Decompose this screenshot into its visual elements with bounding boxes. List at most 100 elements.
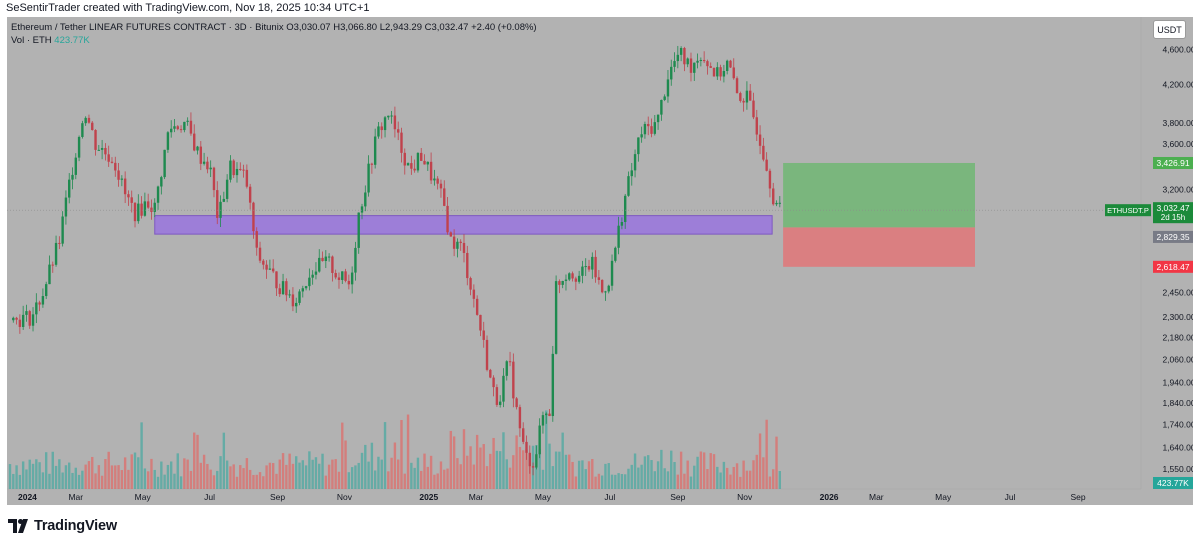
volume-bar (225, 460, 229, 489)
candle-body (350, 272, 354, 285)
candle-body (137, 203, 140, 222)
candle-body (271, 268, 275, 272)
volume-bar (51, 451, 54, 489)
support-zone (154, 215, 773, 235)
volume-bar (558, 451, 561, 489)
volume-bar (676, 474, 680, 489)
candle-body (498, 401, 502, 405)
volume-bar (643, 456, 647, 489)
volume-bar (350, 467, 354, 489)
candle-body (574, 278, 578, 282)
candle-body (337, 277, 341, 280)
volume-bar (8, 464, 12, 489)
candle-body (643, 123, 647, 135)
currency-button[interactable]: USDT (1153, 20, 1186, 39)
volume-bar (268, 462, 272, 489)
candle-body (160, 177, 163, 187)
candle-body (719, 67, 722, 77)
volume-bar (285, 464, 288, 489)
tradingview-logo-icon (8, 519, 28, 533)
volume-bar (482, 444, 485, 489)
candle-body (482, 330, 485, 340)
volume-bar (222, 432, 226, 489)
volume-bar (623, 474, 627, 489)
legend-ohlc-line: Ethereum / Tether LINEAR FUTURES CONTRAC… (11, 21, 537, 34)
candle-body (673, 61, 676, 67)
candle-body (735, 78, 739, 94)
legend-vol-label: Vol · ETH (11, 35, 52, 46)
candle-body (248, 186, 252, 203)
candle-body (170, 128, 173, 133)
volume-bar (426, 466, 430, 489)
candle-body (321, 257, 324, 262)
volume-bar (87, 461, 91, 489)
volume-bar (133, 452, 137, 489)
volume-bar (150, 458, 153, 489)
candle-body (156, 186, 160, 203)
candle-body (436, 178, 439, 184)
candle-body (413, 168, 416, 171)
candle-body (189, 120, 193, 134)
tradingview-logo[interactable]: TradingView (8, 516, 117, 536)
volume-bar (202, 454, 206, 489)
volume-bar (722, 461, 726, 489)
volume-bar (403, 473, 406, 489)
volume-bar (462, 429, 466, 489)
candle-body (380, 126, 383, 131)
volume-bar (571, 461, 574, 489)
volume-bar (94, 473, 97, 489)
volume-bar (475, 434, 479, 489)
volume-bar (647, 455, 650, 489)
volume-bar (396, 459, 400, 489)
volume-bar (387, 471, 390, 489)
volume-bar (84, 464, 87, 489)
volume-bar (245, 458, 249, 489)
legend-close: C3,032.47 (424, 22, 469, 33)
candle-body (535, 454, 538, 468)
volume-bar (68, 462, 71, 489)
volume-bar (604, 463, 607, 489)
candle-body (176, 126, 179, 130)
candle-body (512, 361, 515, 399)
candle-body (120, 178, 124, 180)
candle-body (324, 256, 328, 262)
volume-bar (97, 465, 101, 489)
volume-bar (637, 467, 640, 489)
volume-bar (673, 462, 676, 489)
candle-body (262, 260, 265, 265)
volume-bar (357, 462, 360, 489)
volume-bar (716, 466, 719, 489)
candle-body (117, 170, 120, 180)
candle-body (630, 170, 633, 177)
candle-body (594, 256, 597, 278)
candle-body (301, 288, 304, 292)
volume-bar (452, 436, 456, 489)
candle-body (456, 241, 459, 249)
volume-bar (561, 432, 564, 489)
chart-area[interactable]: 4,600.00 4,200.00 3,800.00 3,600.00 3,200.00… (7, 17, 1193, 505)
volume-bar (518, 446, 522, 489)
candle-body (107, 154, 110, 162)
volume-bar (140, 422, 143, 489)
volume-bar (28, 459, 31, 489)
volume-bar (311, 459, 314, 489)
candle-body (689, 58, 693, 73)
price-chart[interactable]: 4,600.00 4,200.00 3,800.00 3,600.00 3,200.00… (7, 17, 1193, 505)
volume-bar (262, 476, 265, 489)
candle-body (772, 188, 775, 205)
x-tick-label: May (535, 492, 552, 502)
candle-body (610, 260, 614, 286)
candle-body (571, 273, 574, 279)
volume-bar (173, 473, 176, 489)
volume-bar (219, 456, 222, 489)
candle-body (410, 163, 413, 169)
candle-body (21, 314, 25, 327)
candle-body (706, 61, 709, 67)
candle-body (258, 247, 262, 261)
candle-body (377, 126, 380, 137)
candle-body (387, 115, 390, 118)
volume-bar (607, 463, 610, 489)
candle-body (370, 163, 374, 165)
volume-bar (739, 476, 742, 489)
volume-bar (689, 476, 693, 489)
